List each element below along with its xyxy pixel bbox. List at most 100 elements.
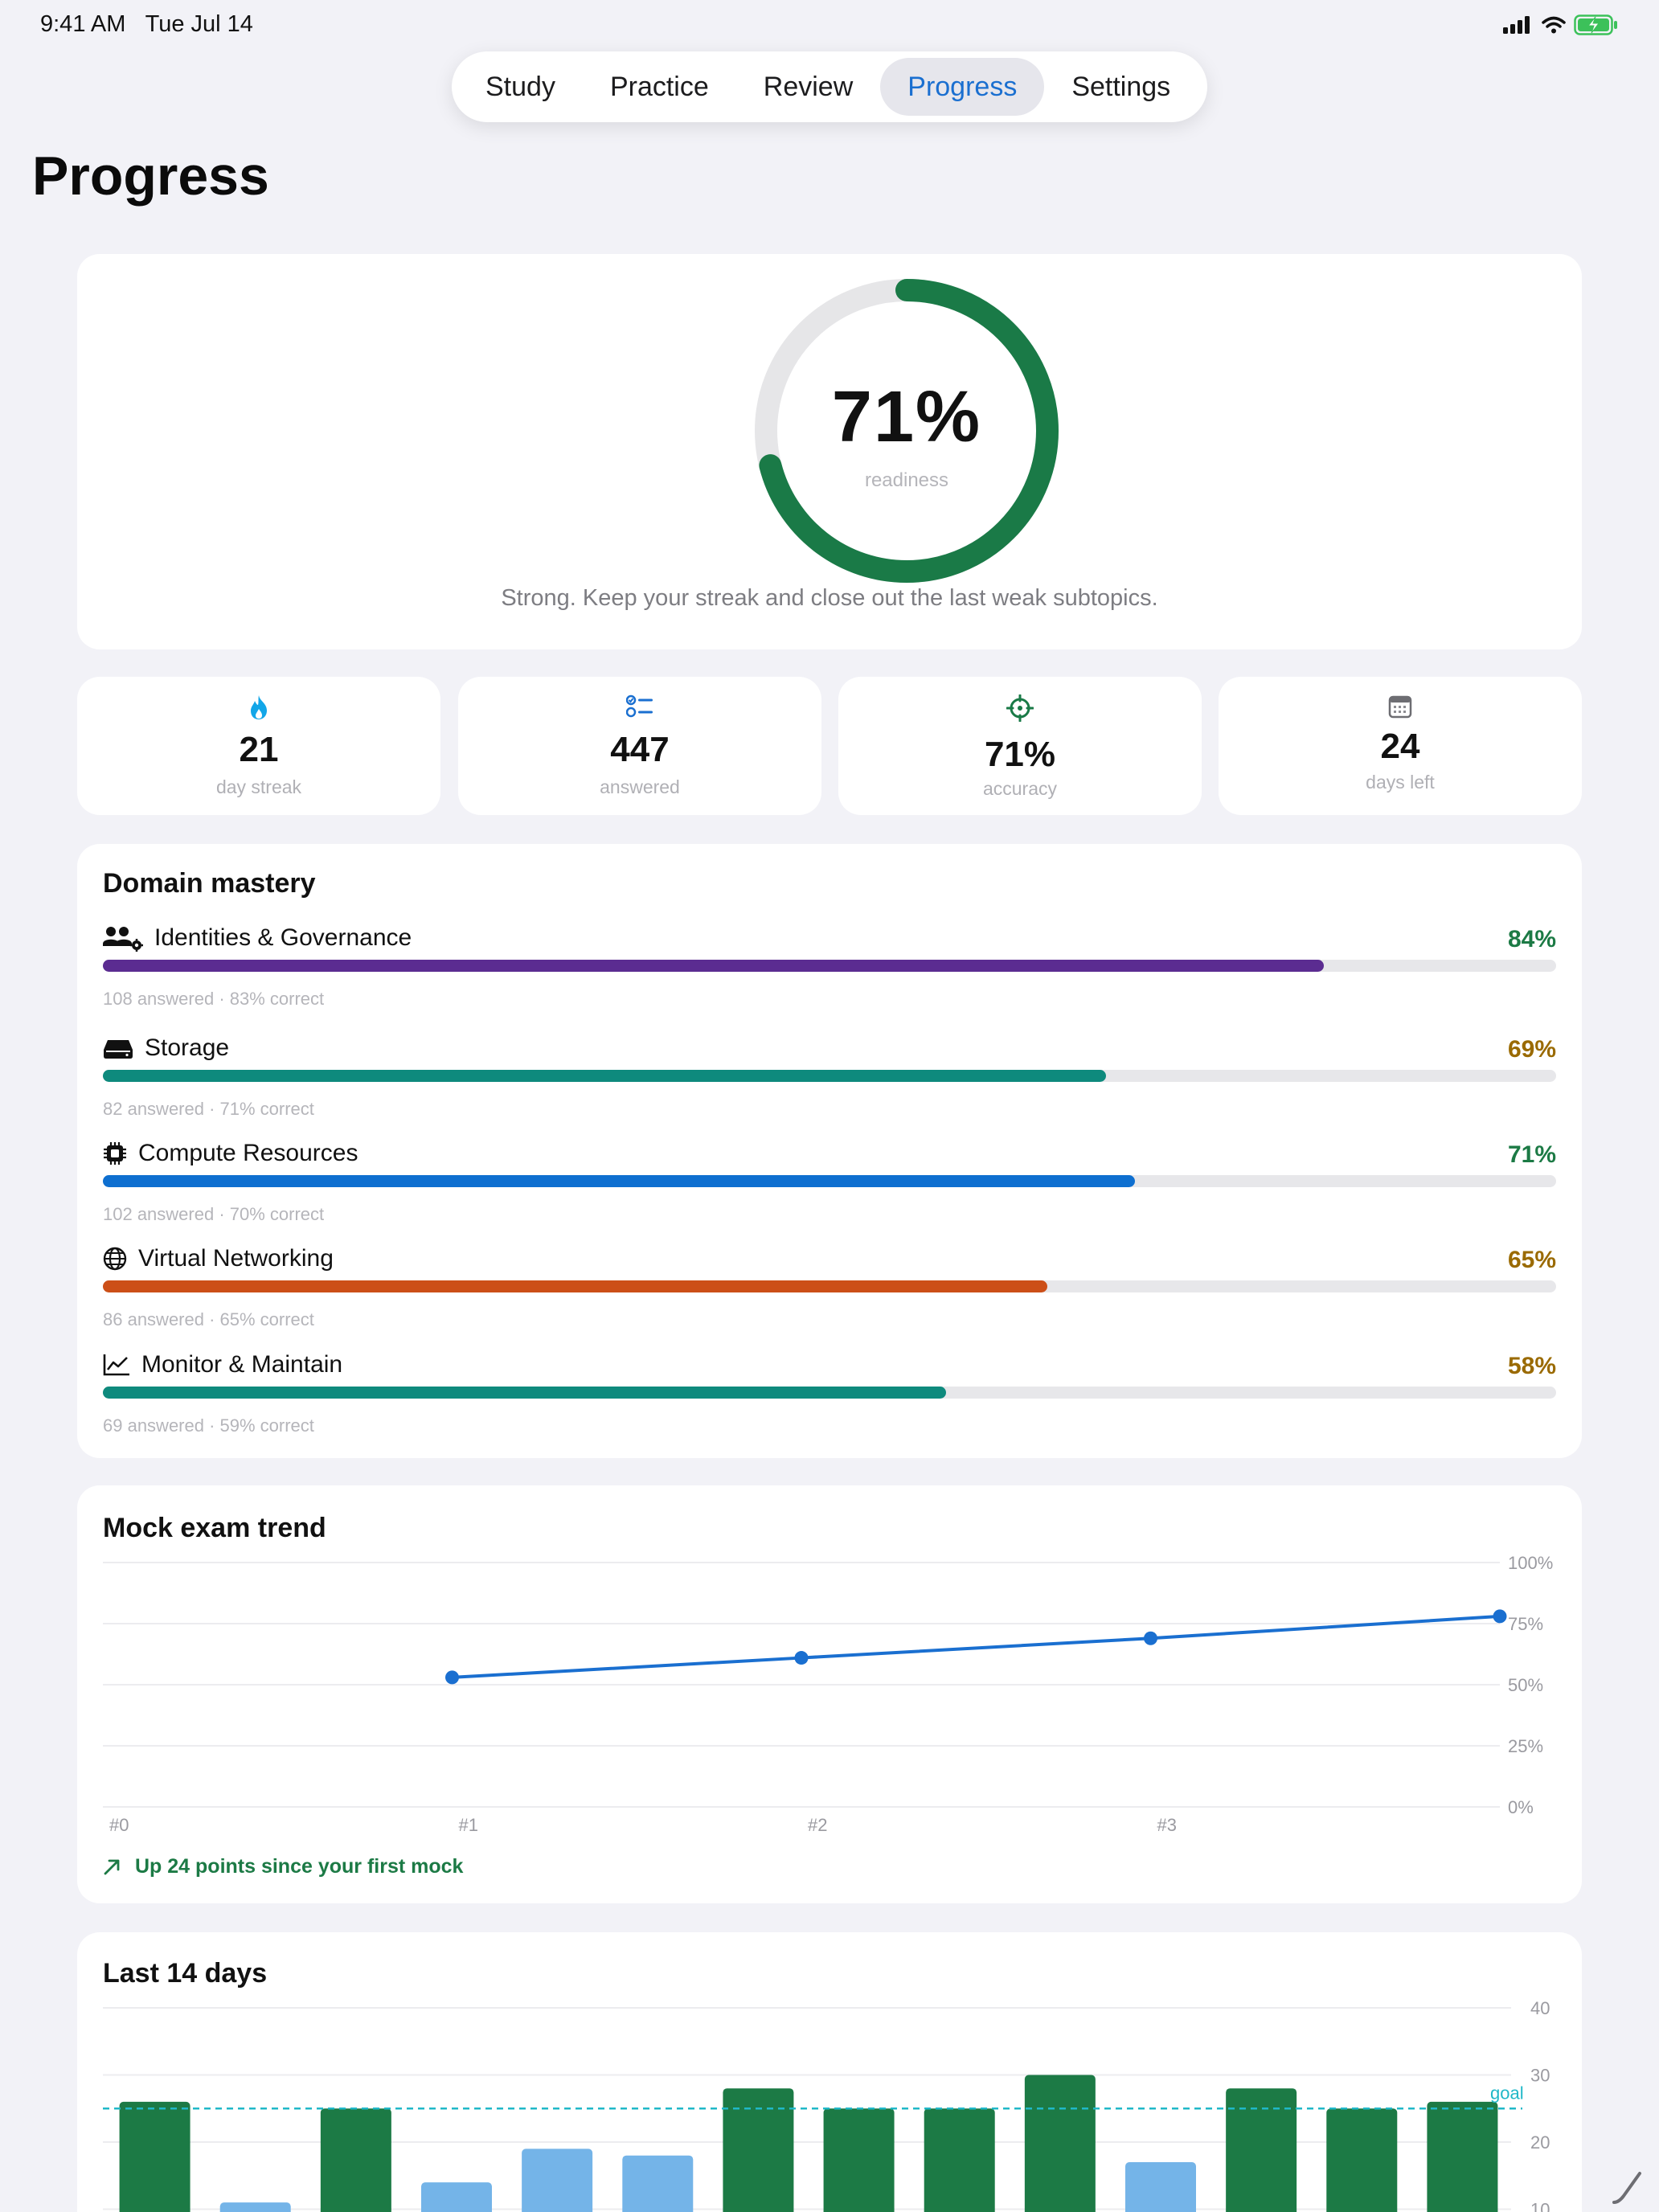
- domain-progress-track: [103, 1387, 1556, 1399]
- domain-name: Identities & Governance: [154, 924, 412, 951]
- domain-name: Compute Resources: [138, 1140, 358, 1166]
- day-bar: [522, 2149, 593, 2212]
- stat-label: days left: [1366, 772, 1435, 793]
- stat-label: accuracy: [982, 778, 1058, 799]
- domain-row-storage[interactable]: Storage 69% 82 answered · 71% correct: [103, 1034, 1556, 1131]
- day-bar: [219, 2202, 291, 2212]
- domain-progress-track: [103, 1280, 1556, 1292]
- battery-charging-icon: [1574, 14, 1617, 35]
- y-tick-label: 50%: [1508, 1675, 1543, 1695]
- drive-icon: [104, 1040, 133, 1059]
- stat-card-accuracy: 71% accuracy: [838, 677, 1202, 815]
- flame-icon: [251, 695, 267, 719]
- tab-progress[interactable]: Progress: [880, 58, 1045, 116]
- globe-icon: [103, 1247, 127, 1271]
- domain-progress-fill: [103, 1387, 946, 1399]
- domain-subtext: 69 answered · 59% correct: [103, 1415, 314, 1436]
- domain-progress-fill: [103, 1070, 1106, 1082]
- y-tick-label: 100%: [1508, 1553, 1553, 1573]
- domain-pct: 69%: [1507, 1036, 1556, 1063]
- y-tick-label: 25%: [1508, 1736, 1543, 1756]
- stat-card-days-left: 24 days left: [1219, 677, 1582, 815]
- stat-label: day streak: [215, 776, 302, 797]
- day-bar: [320, 2108, 391, 2212]
- readiness-ring-progress: [755, 279, 1059, 583]
- domain-pct: 65%: [1507, 1247, 1556, 1273]
- tab-practice[interactable]: Practice: [609, 71, 709, 102]
- stat-value: 24: [1380, 727, 1420, 766]
- day-bar: [622, 2155, 694, 2212]
- day-bar: [421, 2182, 492, 2212]
- checklist-icon: [626, 694, 653, 718]
- day-bar: [1326, 2108, 1398, 2212]
- status-indicators: [1503, 14, 1619, 35]
- readiness-ring: 71% readiness: [749, 273, 1064, 588]
- domain-name: Monitor & Maintain: [141, 1351, 343, 1378]
- mock-trend-note-text: Up 24 points since your first mock: [135, 1855, 464, 1878]
- day-bar: [823, 2108, 895, 2212]
- y-tick-label: 30: [1530, 2066, 1550, 2086]
- trend-line: [452, 1614, 1501, 1679]
- domain-row-monitor[interactable]: Monitor & Maintain 58% 69 answered · 59%…: [103, 1351, 1556, 1448]
- domain-subtext: 82 answered · 71% correct: [103, 1099, 314, 1119]
- mock-trend-chart: 100% 75% 50% 25% 0% #0 #1 #2 #3: [103, 1553, 1553, 1835]
- readiness-value: 71%: [831, 377, 982, 457]
- day-bar: [1427, 2101, 1498, 2212]
- stat-value: 447: [610, 730, 670, 769]
- last-14-days-chart: 40 30 20 10 goal: [103, 1998, 1550, 2212]
- x-tick-label: #0: [109, 1815, 129, 1835]
- status-date: Tue Jul 14: [145, 11, 253, 37]
- domain-progress-track: [103, 1070, 1556, 1082]
- domain-progress-fill: [103, 960, 1324, 972]
- x-tick-label: #1: [459, 1815, 478, 1835]
- calendar-icon: [1388, 695, 1412, 719]
- tab-study[interactable]: Study: [485, 71, 555, 102]
- day-bar: [924, 2108, 995, 2212]
- status-time: 9:41 AM: [40, 11, 126, 37]
- readiness-card: 71% readiness Strong. Keep your streak a…: [77, 254, 1582, 649]
- stat-value: 21: [239, 730, 279, 769]
- readiness-ring-graphic: [755, 279, 1059, 583]
- tab-review[interactable]: Review: [763, 71, 854, 102]
- arrow-up-right-icon: [104, 1859, 120, 1874]
- cpu-icon: [104, 1142, 126, 1165]
- goal-label: goal: [1490, 2083, 1524, 2103]
- stat-label: answered: [600, 776, 680, 797]
- trend-point: [1493, 1609, 1507, 1624]
- pencil-hover-indicator: [1612, 2172, 1641, 2204]
- wifi-icon: [1542, 16, 1566, 34]
- y-tick-label: 10: [1530, 2200, 1550, 2212]
- domain-row-compute[interactable]: Compute Resources 71% 102 answered · 70%…: [103, 1140, 1556, 1236]
- mock-trend-title: Mock exam trend: [103, 1513, 326, 1543]
- last-14-days-card: Last 14 days 40 30 20 10 goal: [77, 1932, 1582, 2212]
- day-bar: [1125, 2162, 1196, 2212]
- cellular-signal-icon: [1503, 16, 1530, 34]
- x-tick-label: #2: [808, 1815, 827, 1835]
- domain-subtext: 86 answered · 65% correct: [103, 1309, 314, 1329]
- segmented-tab-bar: Study Practice Review Progress Settings: [452, 51, 1207, 122]
- stat-value: 71%: [984, 735, 1056, 774]
- tab-settings[interactable]: Settings: [1071, 71, 1171, 102]
- x-tick-label: #3: [1157, 1815, 1177, 1835]
- domain-pct: 71%: [1507, 1141, 1556, 1168]
- people-gear-icon: [103, 927, 143, 952]
- domain-name: Virtual Networking: [138, 1245, 334, 1272]
- chart-line-icon: [103, 1354, 129, 1376]
- domain-mastery-title: Domain mastery: [103, 868, 316, 899]
- target-icon: [1006, 694, 1034, 722]
- mock-trend-note: Up 24 points since your first mock: [103, 1855, 463, 1878]
- domain-pct: 84%: [1507, 926, 1556, 952]
- last-14-days-title: Last 14 days: [103, 1958, 268, 1989]
- domain-progress-track: [103, 1175, 1556, 1187]
- y-tick-label: 75%: [1508, 1614, 1543, 1634]
- y-tick-label: 40: [1530, 1998, 1550, 2018]
- domain-row-identities[interactable]: Identities & Governance 84% 108 answered…: [103, 924, 1556, 1021]
- domain-row-networking[interactable]: Virtual Networking 65% 86 answered · 65%…: [103, 1245, 1556, 1342]
- day-bar: [119, 2101, 190, 2212]
- day-bar: [723, 2088, 794, 2212]
- y-tick-label: 20: [1530, 2132, 1550, 2153]
- readiness-label: readiness: [864, 469, 949, 491]
- domain-name: Storage: [145, 1034, 230, 1061]
- trend-point: [1144, 1631, 1157, 1645]
- day-bar: [1226, 2088, 1297, 2212]
